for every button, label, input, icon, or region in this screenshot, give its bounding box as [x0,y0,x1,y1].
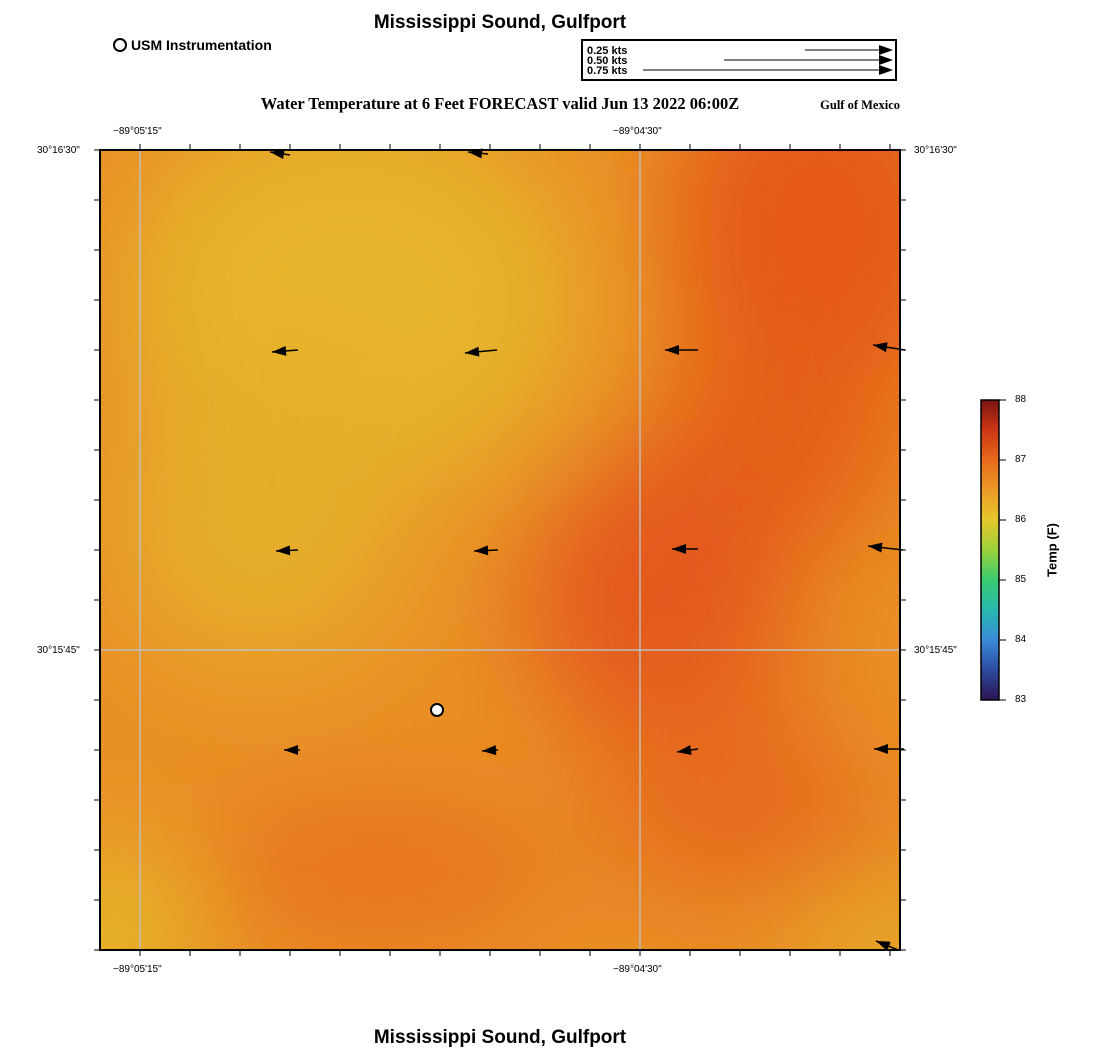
legend-arrow-050-head-icon [879,55,893,65]
footer-title: Mississippi Sound, Gulfport [373,1027,627,1048]
current-vector-arrow-icon [672,544,698,554]
current-vector-arrow-icon [874,744,904,754]
station-marker-icon [113,38,127,52]
current-vector-arrow-icon [676,745,699,755]
current-vector-legend: 0.25 kts 0.50 kts 0.75 kts [581,39,897,81]
temperature-field [100,150,900,950]
colorbar-tick-label: 84 [1015,634,1027,645]
current-vector-arrow-icon [872,342,906,353]
lon-label-top-1: −89°05'15" [113,126,162,137]
map-title: Mississippi Sound, Gulfport [373,12,627,33]
lon-label-bottom-1: −89°05'15" [113,964,162,975]
colorbar-tick-label: 85 [1015,574,1027,585]
current-vector-arrow-icon [867,542,904,553]
current-vector-arrow-icon [481,745,499,756]
usm-station-marker[interactable] [430,703,444,717]
map-subtitle: Water Temperature at 6 Feet FORECAST val… [260,94,740,113]
station-legend: USM Instrumentation [113,37,272,53]
current-vector-arrow-icon [284,745,300,755]
current-vector-arrow-icon [271,345,299,356]
current-vector-arrow-icon [665,345,698,355]
current-vector-arrow-icon [467,148,489,159]
current-vector-arrow-icon [269,149,291,160]
current-vector-arrow-icon [473,545,499,556]
lat-label-left-1: 30°16'30" [37,145,80,156]
vector-legend-label-3: 0.75 kts [587,65,628,77]
station-legend-label: USM Instrumentation [131,37,272,53]
colorbar-tick-label: 83 [1015,694,1027,705]
current-vector-arrow-icon [275,545,299,556]
colorbar-tick-label: 87 [1015,454,1027,465]
current-vector-arrow-icon [464,346,498,357]
colorbar-label: Temp (F) [1044,523,1060,577]
lon-label-top-2: −89°04'30" [613,126,662,137]
current-vectors [269,148,906,951]
lat-label-right-2: 30°15'45" [914,645,957,656]
colorbar-tick-label: 88 [1015,394,1027,405]
lon-label-bottom-2: −89°04'30" [613,964,662,975]
frame-ticks [94,144,906,956]
vector-legend-arrows [643,45,893,75]
legend-arrow-025-head-icon [879,45,893,55]
legend-arrow-075-head-icon [879,65,893,75]
colorbar-tick-label: 86 [1015,514,1027,525]
lat-label-right-1: 30°16'30" [914,145,957,156]
vector-legend-label-2: 0.50 kts [587,55,628,67]
vector-legend-label-1: 0.25 kts [587,45,628,57]
lat-label-left-2: 30°15'45" [37,645,80,656]
graticule [100,150,900,950]
current-vector-arrow-icon [875,940,899,951]
region-label: Gulf of Mexico [820,98,900,112]
